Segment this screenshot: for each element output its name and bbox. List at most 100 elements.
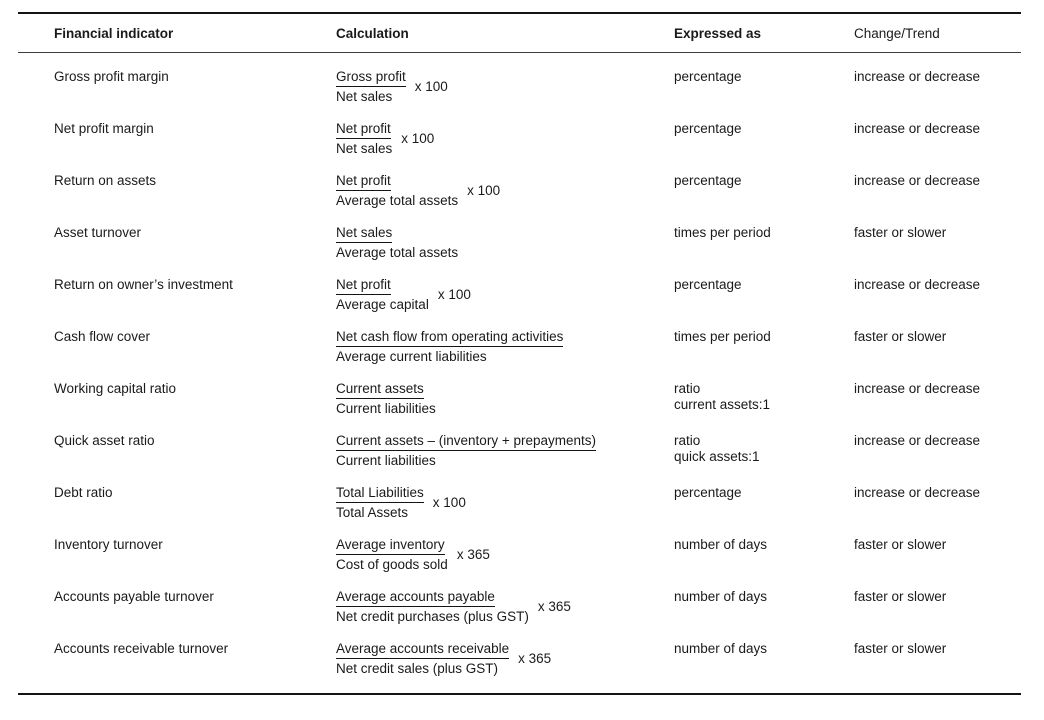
- indicator-cell: Quick asset ratio: [54, 433, 155, 448]
- formula-multiplier: x 365: [456, 547, 490, 563]
- expressed-as-line1: number of days: [674, 641, 768, 656]
- formula-multiplier: x 100: [437, 287, 471, 303]
- table-row: Return on assets Net profit Average tota…: [18, 173, 1021, 225]
- expressed-as-cell: number of days: [674, 589, 854, 605]
- table-row: Working capital ratio Current assets Cur…: [18, 381, 1021, 433]
- formula-numerator: Average accounts receivable: [336, 641, 510, 660]
- indicator-cell: Net profit margin: [54, 121, 154, 136]
- formula-multiplier: x 100: [432, 495, 466, 511]
- formula-numerator: Average accounts payable: [336, 589, 495, 608]
- calculation-cell: Average accounts receivable Net credit s…: [336, 641, 674, 677]
- table-row: Return on owner’s investment Net profit …: [18, 277, 1021, 329]
- indicator-cell: Working capital ratio: [54, 381, 177, 396]
- calculation-cell: Gross profit Net sales x 100: [336, 69, 674, 105]
- formula-denominator: Average capital: [336, 297, 429, 313]
- formula-denominator: Average total assets: [336, 193, 459, 209]
- expressed-as-cell: ratio current assets:1: [674, 381, 854, 413]
- table-row: Accounts receivable turnover Average acc…: [18, 641, 1021, 693]
- table-row: Quick asset ratio Current assets – (inve…: [18, 433, 1021, 485]
- table-row: Gross profit margin Gross profit Net sal…: [18, 69, 1021, 121]
- column-header-expressed-as: Expressed as: [674, 26, 762, 41]
- trend-cell: faster or slower: [854, 641, 947, 656]
- formula-numerator: Total Liabilities: [336, 485, 424, 504]
- fraction: Net cash flow from operating activities …: [336, 329, 564, 365]
- calculation-cell: Average accounts payable Net credit purc…: [336, 589, 674, 625]
- calculation-formula: Current assets – (inventory + prepayment…: [336, 433, 674, 469]
- indicator-cell: Return on owner’s investment: [54, 277, 233, 292]
- formula-denominator: Cost of goods sold: [336, 557, 448, 573]
- trend-cell: faster or slower: [854, 329, 947, 344]
- fraction: Current assets Current liabilities: [336, 381, 436, 417]
- calculation-cell: Net profit Net sales x 100: [336, 121, 674, 157]
- calculation-cell: Net sales Average total assets: [336, 225, 674, 261]
- calculation-formula: Net profit Average capital x 100: [336, 277, 674, 313]
- calculation-formula: Net profit Average total assets x 100: [336, 173, 674, 209]
- formula-denominator: Net credit purchases (plus GST): [336, 609, 529, 625]
- formula-multiplier: x 365: [518, 651, 552, 667]
- table-body: Gross profit margin Gross profit Net sal…: [18, 53, 1021, 693]
- expressed-as-cell: percentage: [674, 485, 854, 501]
- indicator-cell: Gross profit margin: [54, 69, 169, 84]
- financial-indicators-table: Financial indicator Calculation Expresse…: [18, 12, 1021, 695]
- formula-numerator: Net profit: [336, 277, 391, 296]
- expressed-as-cell: percentage: [674, 69, 854, 85]
- indicator-cell: Inventory turnover: [54, 537, 163, 552]
- formula-numerator: Net sales: [336, 225, 393, 244]
- table-row: Net profit margin Net profit Net sales x…: [18, 121, 1021, 173]
- calculation-formula: Net profit Net sales x 100: [336, 121, 674, 157]
- expressed-as-line1: percentage: [674, 485, 742, 500]
- fraction: Gross profit Net sales: [336, 69, 406, 105]
- formula-denominator: Average total assets: [336, 245, 459, 261]
- trend-cell: increase or decrease: [854, 433, 981, 448]
- column-header-change-trend: Change/Trend: [854, 26, 940, 41]
- calculation-formula: Average accounts receivable Net credit s…: [336, 641, 674, 677]
- table-row: Asset turnover Net sales Average total a…: [18, 225, 1021, 277]
- table-row: Accounts payable turnover Average accoun…: [18, 589, 1021, 641]
- formula-multiplier: x 365: [537, 599, 571, 615]
- calculation-formula: Net sales Average total assets: [336, 225, 674, 261]
- column-header-calculation: Calculation: [336, 26, 409, 41]
- calculation-cell: Current assets – (inventory + prepayment…: [336, 433, 674, 469]
- fraction: Net profit Net sales: [336, 121, 392, 157]
- formula-multiplier: x 100: [401, 131, 435, 147]
- calculation-cell: Current assets Current liabilities: [336, 381, 674, 417]
- indicator-cell: Accounts payable turnover: [54, 589, 214, 604]
- expressed-as-line1: number of days: [674, 589, 768, 604]
- trend-cell: increase or decrease: [854, 381, 981, 396]
- column-header-financial-indicator: Financial indicator: [54, 26, 174, 41]
- calculation-cell: Total Liabilities Total Assets x 100: [336, 485, 674, 521]
- calculation-formula: Net cash flow from operating activities …: [336, 329, 674, 365]
- calculation-formula: Gross profit Net sales x 100: [336, 69, 674, 105]
- indicator-cell: Cash flow cover: [54, 329, 151, 344]
- formula-numerator: Average inventory: [336, 537, 445, 556]
- expressed-as-line1: percentage: [674, 121, 742, 136]
- trend-cell: increase or decrease: [854, 277, 981, 292]
- expressed-as-cell: number of days: [674, 537, 854, 553]
- expressed-as-cell: percentage: [674, 173, 854, 189]
- indicator-cell: Asset turnover: [54, 225, 142, 240]
- formula-denominator: Total Assets: [336, 505, 409, 521]
- calculation-formula: Total Liabilities Total Assets x 100: [336, 485, 674, 521]
- formula-multiplier: x 100: [414, 79, 448, 95]
- expressed-as-line1: ratio: [674, 433, 701, 448]
- indicator-cell: Debt ratio: [54, 485, 113, 500]
- expressed-as-line1: number of days: [674, 537, 768, 552]
- formula-numerator: Net profit: [336, 173, 391, 192]
- formula-numerator: Current assets – (inventory + prepayment…: [336, 433, 596, 452]
- fraction: Net profit Average total assets: [336, 173, 458, 209]
- formula-denominator: Net sales: [336, 141, 393, 157]
- fraction: Average inventory Cost of goods sold: [336, 537, 448, 573]
- trend-cell: faster or slower: [854, 225, 947, 240]
- trend-cell: increase or decrease: [854, 69, 981, 84]
- fraction: Current assets – (inventory + prepayment…: [336, 433, 596, 469]
- fraction: Total Liabilities Total Assets: [336, 485, 424, 521]
- table-header-row: Financial indicator Calculation Expresse…: [18, 14, 1021, 53]
- table-row: Debt ratio Total Liabilities Total Asset…: [18, 485, 1021, 537]
- formula-numerator: Current assets: [336, 381, 424, 400]
- fraction: Average accounts payable Net credit purc…: [336, 589, 529, 625]
- indicator-cell: Accounts receivable turnover: [54, 641, 229, 656]
- expressed-as-cell: number of days: [674, 641, 854, 657]
- calculation-cell: Net profit Average capital x 100: [336, 277, 674, 313]
- expressed-as-cell: ratio quick assets:1: [674, 433, 854, 465]
- formula-denominator: Current liabilities: [336, 401, 436, 417]
